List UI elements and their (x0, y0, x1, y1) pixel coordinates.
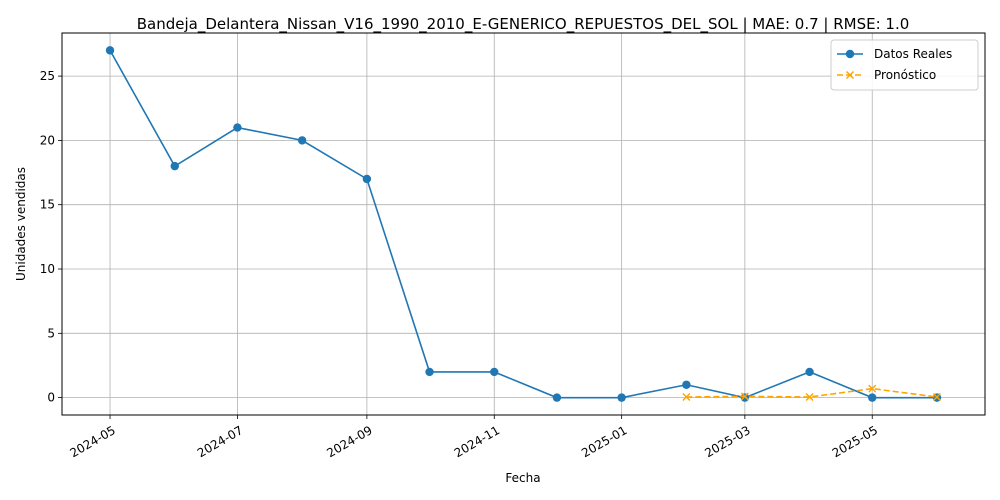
series-line (109, 49, 937, 399)
legend-label: Datos Reales (874, 47, 952, 61)
data-point (105, 46, 115, 55)
plot-frame (61, 32, 986, 416)
x-tick-label: 2025-05 (830, 423, 880, 460)
y-tick-label: 0 (47, 391, 55, 405)
y-tick-label: 15 (40, 198, 55, 212)
data-point (805, 367, 814, 377)
data-point (740, 392, 749, 401)
data-point (805, 392, 814, 402)
data-point (682, 392, 691, 402)
data-point (490, 367, 499, 377)
data-point (617, 393, 626, 402)
x-tick-label: 2024-05 (68, 423, 118, 460)
data-point (868, 393, 877, 402)
x-tick-label: 2024-07 (195, 423, 245, 460)
data-point (297, 136, 307, 145)
y-axis-label: Unidades vendidas (14, 167, 28, 281)
data-point (682, 380, 691, 389)
data-point (552, 393, 562, 402)
series-1 (682, 384, 942, 402)
legend-box (830, 39, 979, 91)
data-point (233, 123, 242, 132)
x-tick-label: 2025-01 (579, 423, 629, 460)
legend-marker (845, 70, 855, 80)
data-point (868, 384, 877, 393)
y-tick-label: 20 (40, 133, 55, 147)
axes: 2024-05 2024-07 2024-09 2024-11 2025-01 2025-… (40, 69, 880, 460)
data-point (170, 161, 179, 171)
data-point (425, 367, 434, 377)
data-point (932, 392, 942, 402)
legend-marker (845, 49, 855, 59)
x-tick-label: 2024-11 (452, 423, 502, 460)
y-tick-label: 5 (47, 326, 55, 340)
data-point (362, 174, 372, 184)
legend-label: Pronóstico (874, 68, 936, 82)
series-line (686, 387, 938, 398)
legend: Datos Reales Pronóstico (830, 39, 979, 91)
x-axis-label: Fecha (505, 471, 540, 485)
series-0 (105, 46, 942, 402)
series-layer (105, 46, 942, 402)
x-tick-label: 2025-03 (702, 423, 752, 460)
x-tick-label: 2024-09 (324, 423, 374, 460)
y-tick-label: 10 (40, 262, 55, 276)
y-tick-label: 25 (40, 69, 55, 83)
chart-title: Bandeja_Delantera_Nissan_V16_1990_2010_E… (137, 15, 910, 34)
data-point (740, 393, 750, 402)
